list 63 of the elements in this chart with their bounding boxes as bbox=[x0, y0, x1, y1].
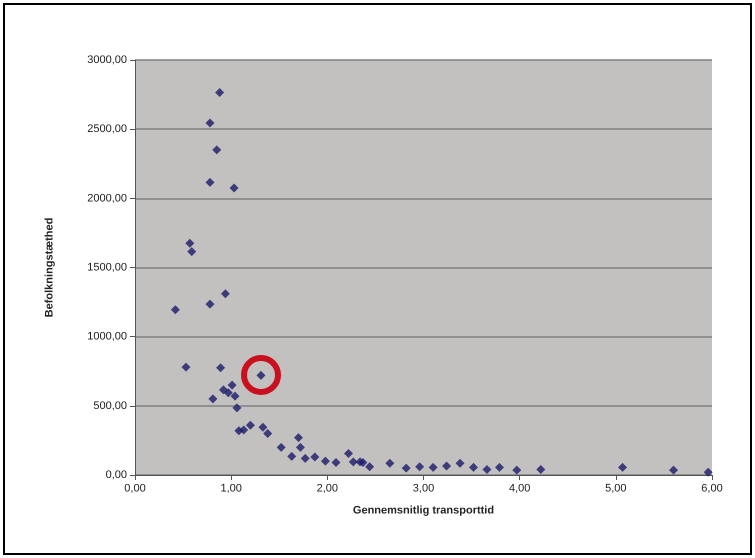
x-tick-label: 0,00 bbox=[124, 482, 146, 494]
point bbox=[469, 462, 478, 472]
x-tick-label: 5,00 bbox=[605, 482, 627, 494]
point bbox=[385, 458, 394, 468]
point bbox=[181, 362, 190, 372]
point bbox=[185, 238, 194, 248]
point bbox=[206, 118, 215, 128]
x-tick-label: 1,00 bbox=[220, 482, 242, 494]
point bbox=[402, 464, 411, 473]
y-tick-label: 1500,00 bbox=[87, 262, 127, 274]
point bbox=[348, 457, 358, 466]
y-tick-label: 500,00 bbox=[93, 400, 127, 412]
x-tick-label: 6,00 bbox=[701, 482, 723, 494]
point bbox=[239, 426, 248, 435]
point bbox=[246, 420, 255, 430]
point bbox=[494, 462, 504, 472]
point bbox=[536, 464, 546, 474]
point bbox=[220, 289, 230, 298]
point bbox=[300, 454, 310, 463]
point bbox=[320, 456, 330, 466]
y-tick-label: 2000,00 bbox=[87, 192, 127, 204]
point bbox=[456, 458, 465, 468]
point bbox=[232, 403, 242, 412]
point bbox=[258, 422, 268, 432]
y-tick-label: 3000,00 bbox=[87, 54, 127, 66]
y-tick-label: 1000,00 bbox=[87, 330, 127, 343]
y-tick-label: 0,00 bbox=[106, 469, 127, 481]
point bbox=[187, 247, 196, 256]
point bbox=[206, 178, 215, 187]
y-tick-label: 2500,00 bbox=[87, 123, 127, 136]
y-axis-title: Befolkningstæthed bbox=[44, 218, 56, 318]
point bbox=[482, 464, 492, 474]
x-tick-label: 2,00 bbox=[316, 482, 338, 494]
point bbox=[428, 462, 438, 472]
x-tick-label: 4,00 bbox=[508, 482, 530, 494]
point bbox=[228, 380, 237, 390]
point bbox=[276, 442, 286, 452]
point bbox=[310, 452, 320, 462]
point bbox=[344, 449, 353, 458]
point bbox=[287, 452, 296, 461]
point bbox=[442, 462, 452, 471]
point bbox=[512, 466, 522, 475]
point bbox=[331, 458, 340, 468]
point bbox=[212, 145, 222, 154]
point bbox=[704, 468, 713, 477]
point bbox=[170, 305, 180, 314]
point bbox=[224, 388, 233, 398]
point bbox=[263, 429, 272, 438]
point bbox=[365, 462, 374, 472]
point bbox=[294, 433, 303, 442]
point bbox=[415, 462, 424, 472]
x-tick-label: 3,00 bbox=[412, 482, 434, 494]
point bbox=[669, 466, 678, 475]
point bbox=[230, 392, 240, 401]
point bbox=[356, 457, 365, 466]
x-axis-title: Gennemsnitlig transporttid bbox=[352, 504, 494, 516]
point bbox=[206, 300, 215, 309]
point bbox=[216, 363, 226, 372]
point bbox=[618, 462, 628, 472]
point bbox=[215, 88, 224, 98]
point bbox=[208, 394, 218, 404]
point bbox=[296, 442, 305, 452]
point bbox=[230, 183, 239, 192]
